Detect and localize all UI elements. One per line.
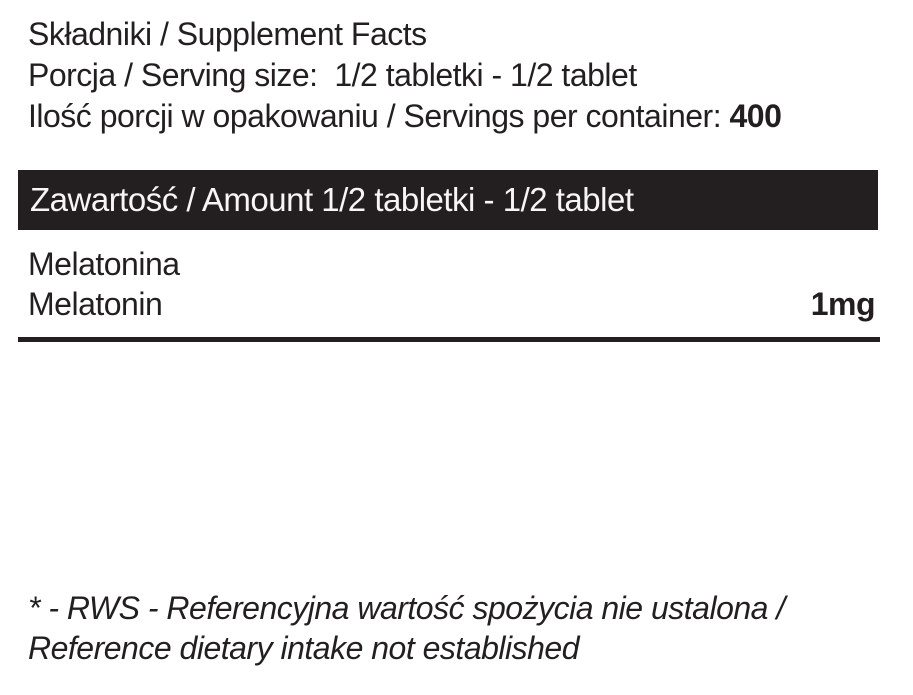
servings-per-container-line: Ilość porcji w opakowaniu / Servings per… bbox=[28, 96, 883, 137]
label-header: Składniki / Supplement Facts Porcja / Se… bbox=[28, 14, 883, 137]
servings-per-container-label: Ilość porcji w opakowaniu / Servings per… bbox=[28, 98, 730, 134]
ingredient-amount: 1mg bbox=[810, 286, 876, 322]
label-title: Składniki / Supplement Facts bbox=[28, 16, 427, 52]
serving-size-line: Porcja / Serving size: 1/2 tabletki - 1/… bbox=[28, 57, 637, 93]
ingredient-row: Melatonina Melatonin 1mg bbox=[28, 244, 876, 324]
ingredient-name-en: Melatonin bbox=[28, 286, 163, 322]
footnote: * - RWS - Referencyjna wartość spożycia … bbox=[28, 588, 883, 668]
amount-header-text: Zawartość / Amount 1/2 tabletki - 1/2 ta… bbox=[30, 181, 634, 218]
ingredient-name-pl: Melatonina bbox=[28, 246, 180, 282]
servings-per-container-value: 400 bbox=[729, 98, 782, 134]
amount-header-bar: Zawartość / Amount 1/2 tabletki - 1/2 ta… bbox=[18, 170, 878, 230]
ingredient-names: Melatonina Melatonin bbox=[28, 244, 180, 324]
footnote-line-2: Reference dietary intake not established bbox=[28, 630, 580, 666]
divider-rule bbox=[18, 337, 880, 342]
footnote-line-1: * - RWS - Referencyjna wartość spożycia … bbox=[28, 590, 785, 626]
